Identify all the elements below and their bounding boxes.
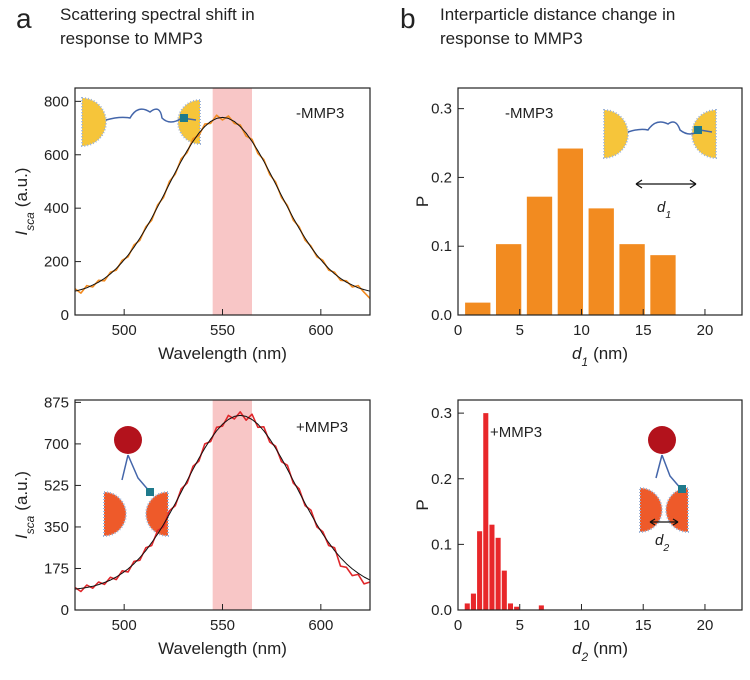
y-tick-label: 0.3 [431,101,452,118]
histogram-bar [619,244,645,315]
y-tick-label: 525 [44,477,69,494]
inset-b-bottom [639,426,689,534]
y-axis-label-part: (a.u.) [12,471,31,511]
x-axis-label-part: (nm) [593,344,628,363]
histogram-bar [477,531,483,610]
histogram-bar [557,148,584,315]
x-tick-label: 600 [308,617,333,634]
plot-frame [457,399,743,611]
x-axis-label-part: 1 [581,355,588,369]
x-tick-label: 550 [210,322,235,339]
x-axis-label: d2 (nm) [572,639,628,664]
inset-a-top [81,96,201,148]
y-tick-label: 0.0 [431,602,452,619]
inset-label-part: 1 [665,209,671,221]
histogram-bar [514,606,520,610]
panel-letter: b [400,3,416,34]
y-tick-label: 0.2 [431,471,452,488]
y-axis-label: P [413,499,432,510]
y-tick-label: 875 [44,394,69,411]
panel-letter: a [16,3,32,34]
y-tick-label: 700 [44,436,69,453]
annotation: -MMP3 [296,105,344,122]
panel-title: response to MMP3 [440,29,583,48]
y-tick-label: 200 [44,254,69,271]
y-tick-label: 800 [44,93,69,110]
histogram-bar [650,255,676,315]
y-axis-label-part: I [12,230,31,235]
histogram-bar [495,244,522,315]
annotation: +MMP3 [490,424,542,441]
inset-label: d1 [657,199,671,221]
y-tick-label: 0.1 [431,536,452,553]
y-tick-label: 400 [44,200,69,217]
histogram-bar [501,570,507,610]
x-tick-label: 10 [573,322,590,339]
x-axis-label: Wavelength (nm) [158,639,287,658]
annotation: +MMP3 [296,419,348,436]
y-tick-label: 0.2 [431,169,452,186]
x-tick-label: 500 [112,617,137,634]
inset-label-part: 2 [662,542,669,554]
inset-b-top [603,108,717,189]
x-tick-label: 10 [573,617,590,634]
y-axis-label: Isca (a.u.) [12,168,37,236]
histogram-bar [495,537,501,610]
y-tick-label: 0 [61,602,69,619]
annotation: -MMP3 [505,105,553,122]
histogram-bar [483,413,489,610]
y-axis-label-part: sca [23,212,37,231]
x-tick-label: 500 [112,322,137,339]
histogram-bar [470,593,476,610]
histogram-bar [464,603,470,610]
x-tick-label: 0 [454,322,462,339]
x-tick-label: 550 [210,617,235,634]
histogram-bar [465,302,491,315]
y-axis-label-part: sca [23,515,37,534]
histogram-bar [588,208,614,315]
y-tick-label: 600 [44,147,69,164]
y-tick-label: 175 [44,560,69,577]
y-axis-label: Isca (a.u.) [12,471,37,539]
panel-title: Scattering spectral shift in [60,5,255,24]
panel-title: Interparticle distance change in [440,5,675,24]
x-tick-label: 0 [454,617,462,634]
plot-frame [457,87,743,316]
x-axis-label-part: (nm) [593,639,628,658]
histogram-bar [489,524,495,610]
highlight-band [212,88,252,315]
x-axis-label-part: 2 [580,650,588,664]
y-tick-label: 0.0 [431,307,452,324]
y-axis-label-part: (a.u.) [12,168,31,208]
y-tick-label: 0.1 [431,238,452,255]
y-tick-label: 0 [61,307,69,324]
x-tick-label: 15 [635,322,652,339]
x-axis-label-part: d [572,344,582,363]
inset-label-part: d [655,532,664,549]
x-axis-label: d1 (nm) [572,344,628,369]
y-tick-label: 350 [44,519,69,536]
panel-title: response to MMP3 [60,29,203,48]
inset-a-bottom [103,426,169,538]
spectrum-line [74,414,371,590]
histogram-bar [538,605,544,610]
histogram-bar [507,603,514,610]
x-axis-label-part: d [572,639,582,658]
highlight-band [212,400,252,610]
x-axis-label: Wavelength (nm) [158,344,287,363]
x-tick-label: 5 [516,322,524,339]
x-tick-label: 20 [697,322,714,339]
y-tick-label: 0.3 [431,405,452,422]
y-axis-label: P [413,196,432,207]
histogram-bar [526,196,553,315]
x-tick-label: 600 [308,322,333,339]
spectrum-line [74,116,371,292]
inset-label: d2 [655,532,669,554]
x-tick-label: 15 [635,617,652,634]
y-axis-label-part: I [12,534,31,539]
x-tick-label: 5 [516,617,524,634]
inset-label-part: d [657,199,666,216]
x-tick-label: 20 [697,617,714,634]
